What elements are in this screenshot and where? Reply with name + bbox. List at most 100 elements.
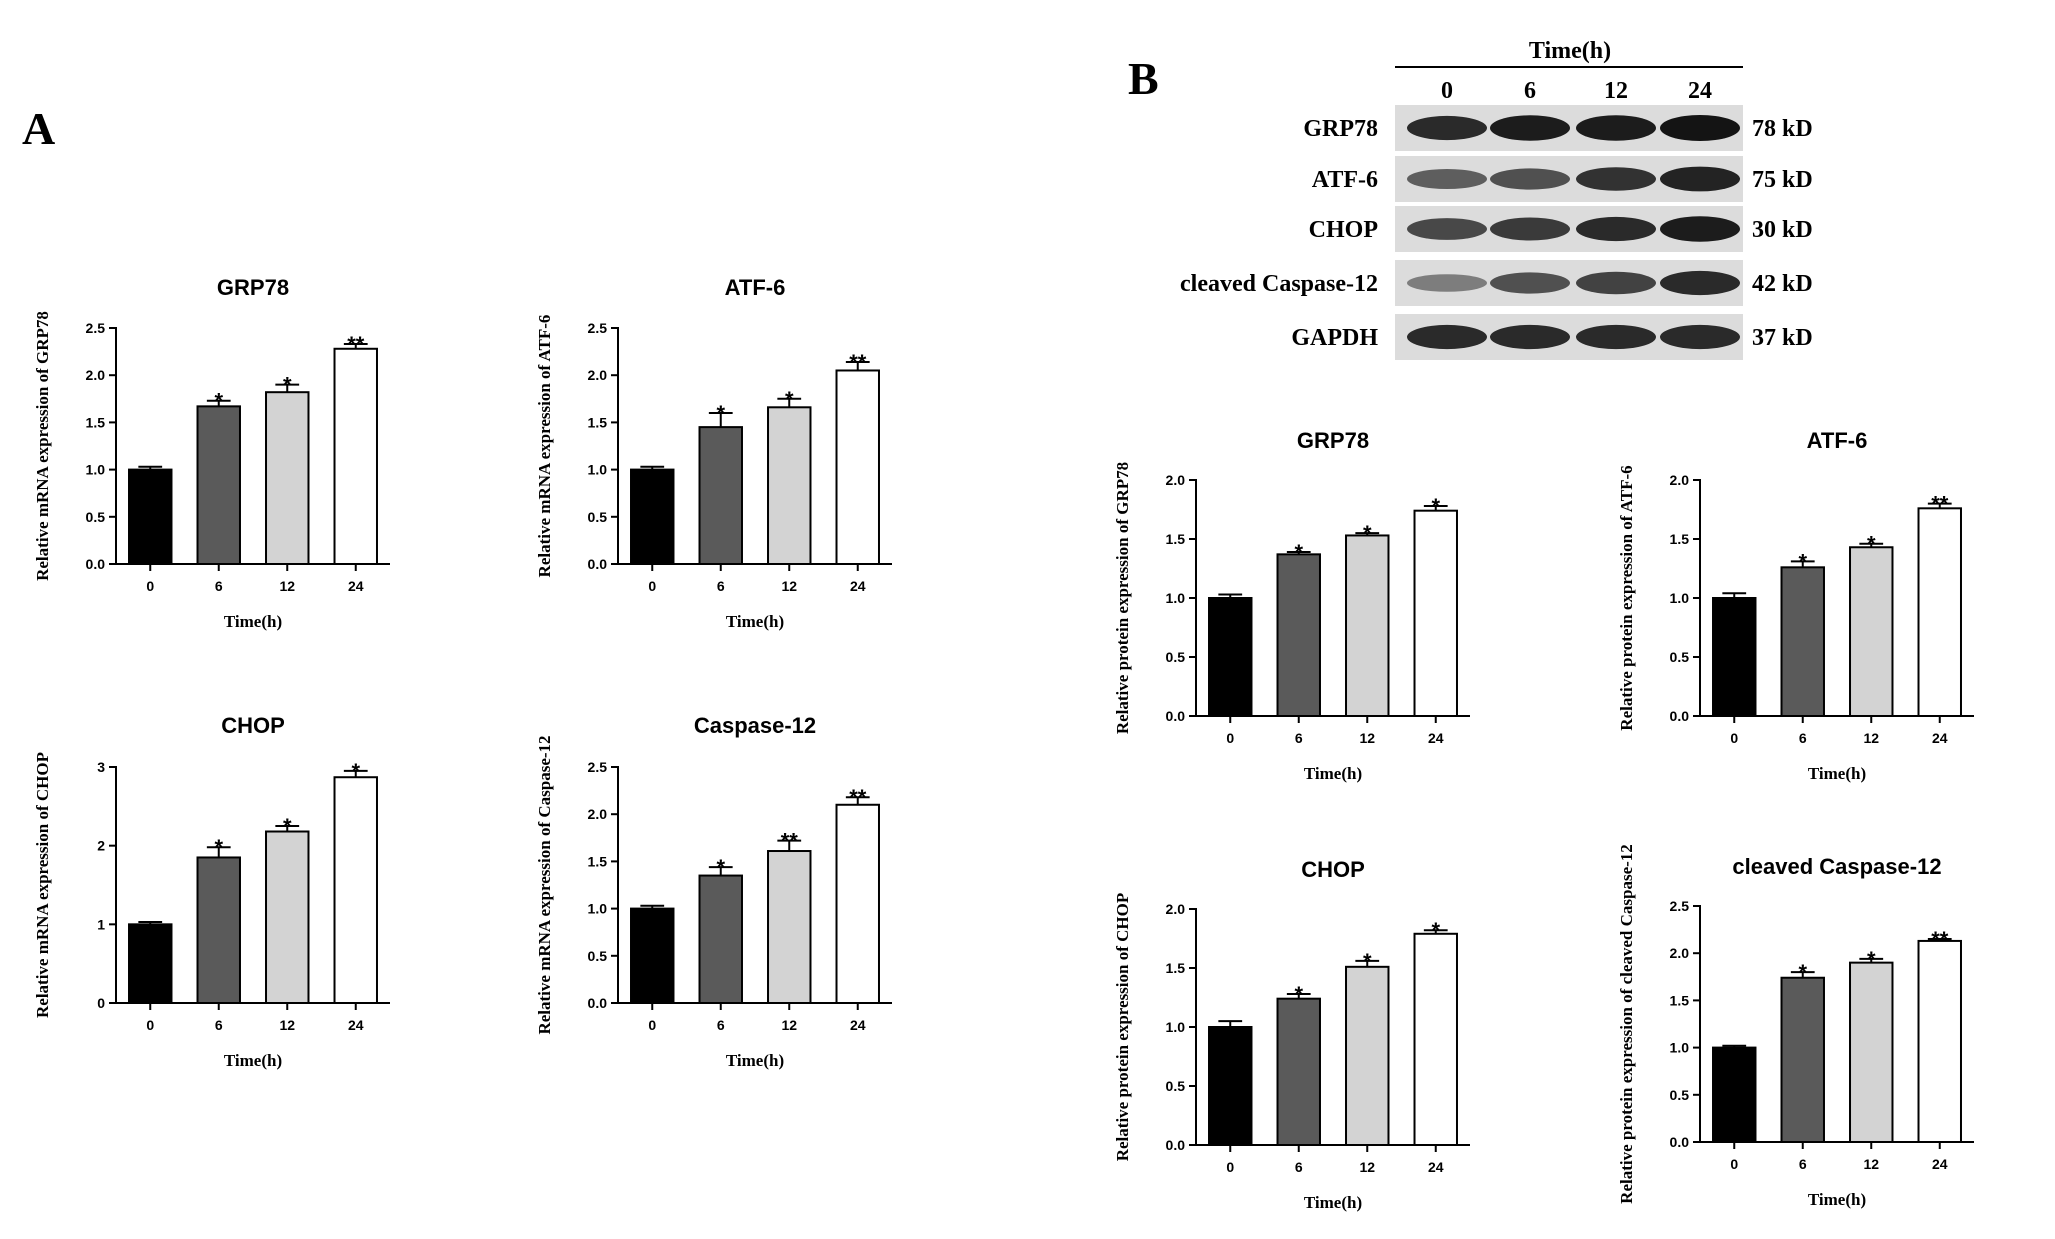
significance-mark: * (1363, 949, 1372, 974)
y-tick-label: 2.0 (86, 367, 106, 383)
blot-band (1407, 218, 1487, 240)
bar (1208, 1026, 1253, 1146)
y-tick-label: 2 (97, 838, 105, 854)
chart-title: CHOP (221, 713, 285, 738)
y-axis-label: Relative mRNA expression of CHOP (33, 752, 52, 1018)
blot-band (1660, 270, 1740, 296)
blot-band (1407, 169, 1487, 189)
y-axis-label: Relative mRNA expression of GRP78 (33, 311, 52, 581)
x-tick-label: 6 (717, 1017, 725, 1033)
x-tick-label: 6 (215, 578, 223, 594)
y-axis-label: Relative protein expression of GRP78 (1113, 462, 1132, 734)
blot-protein-label: ATF-6 (1312, 167, 1378, 193)
bar (835, 803, 880, 1005)
bar (630, 907, 675, 1004)
y-tick-label: 2.0 (588, 367, 608, 383)
y-tick-label: 0.0 (1670, 1134, 1690, 1150)
bar (1712, 1046, 1757, 1143)
bar (767, 850, 812, 1004)
y-tick-label: 1.0 (588, 901, 608, 917)
bar-chart: GRP78 0.0 0.5 1.0 1.5 2.0 2.5 0 * 6 * 12 ** 24 Time(h)… (33, 275, 390, 631)
bar (128, 923, 173, 1004)
blot-band (1576, 167, 1656, 191)
chart-title: CHOP (1301, 857, 1365, 882)
significance-mark: * (351, 759, 360, 784)
x-tick-label: 0 (648, 1017, 656, 1033)
bar (698, 426, 743, 565)
bar-chart: GRP78 0.0 0.5 1.0 1.5 2.0 0 * 6 * 12 * 24 Time(h) Rela… (1113, 428, 1470, 783)
x-tick-label: 24 (850, 1017, 866, 1033)
blot-protein-label: GRP78 (1303, 116, 1378, 142)
x-tick-label: 6 (1295, 1159, 1303, 1175)
bar (1917, 939, 1962, 1143)
significance-mark: * (283, 814, 292, 839)
x-tick-label: 0 (1730, 1156, 1738, 1172)
bar (1413, 932, 1458, 1147)
x-axis-label: Time(h) (224, 1051, 282, 1070)
y-tick-label: 1 (97, 916, 105, 932)
x-tick-label: 0 (648, 578, 656, 594)
x-axis-label: Time(h) (224, 612, 282, 631)
bar (835, 369, 880, 566)
y-tick-label: 0.0 (588, 995, 608, 1011)
bar (1849, 546, 1894, 718)
x-tick-label: 12 (781, 578, 797, 594)
x-axis-label: Time(h) (1304, 1193, 1362, 1212)
bar-chart: ATF-6 0.0 0.5 1.0 1.5 2.0 2.5 0 * 6 * 12 ** 24 Time(h)… (535, 275, 892, 631)
x-tick-label: 0 (1226, 1159, 1234, 1175)
y-tick-label: 1.0 (1166, 590, 1186, 606)
blot-size-label: 30 kD (1752, 217, 1813, 243)
y-tick-label: 2.0 (588, 806, 608, 822)
x-tick-label: 24 (1932, 1156, 1948, 1172)
y-tick-label: 0 (97, 995, 105, 1011)
bar (265, 830, 310, 1004)
y-tick-label: 1.5 (588, 853, 608, 869)
blot-lane-label: 24 (1688, 78, 1712, 104)
blot-band (1490, 217, 1570, 241)
x-tick-label: 24 (850, 578, 866, 594)
significance-mark: ** (849, 785, 867, 810)
x-tick-label: 24 (1428, 730, 1444, 746)
bar (196, 405, 241, 565)
bar-chart: ATF-6 0.0 0.5 1.0 1.5 2.0 0 * 6 * 12 ** 24 Time(h) Rel… (1617, 428, 1974, 783)
x-tick-label: 12 (1359, 1159, 1375, 1175)
significance-mark: * (785, 387, 794, 412)
blot-band (1660, 166, 1740, 192)
y-axis-label: Relative mRNA expression of Caspase-12 (535, 735, 554, 1034)
bar (196, 856, 241, 1005)
x-axis-label: Time(h) (1808, 1190, 1866, 1209)
y-tick-label: 2.5 (588, 759, 608, 775)
bar-chart: CHOP 0.0 0.5 1.0 1.5 2.0 0 * 6 * 12 * 24 Time(h) Relat… (1113, 857, 1470, 1212)
y-tick-label: 1.5 (86, 414, 106, 430)
x-tick-label: 24 (1428, 1159, 1444, 1175)
bar-chart: cleaved Caspase-12 0.0 0.5 1.0 1.5 2.0 2.5 0 * 6 *… (1617, 844, 1974, 1209)
blot-band (1576, 324, 1656, 350)
significance-mark: * (1867, 532, 1876, 557)
y-tick-label: 3 (97, 759, 105, 775)
x-tick-label: 12 (279, 1017, 295, 1033)
y-tick-label: 0.5 (1670, 649, 1690, 665)
x-tick-label: 24 (1932, 730, 1948, 746)
bar (1276, 997, 1321, 1146)
western-blot: Time(h) 0 6 12 24 GRP78 78 kD ATF-6 75 kD CHOP 30 … (1180, 38, 1813, 360)
blot-band (1576, 115, 1656, 141)
x-axis-label: Time(h) (1304, 764, 1362, 783)
panel-b-letter: B (1128, 53, 1159, 104)
y-tick-label: 1.0 (86, 462, 106, 478)
blot-band (1660, 216, 1740, 242)
bar (767, 406, 812, 565)
y-tick-label: 2.5 (588, 320, 608, 336)
y-axis-label: Relative mRNA expression of ATF-6 (535, 315, 554, 578)
blot-band (1490, 115, 1570, 141)
y-tick-label: 0.0 (86, 556, 106, 572)
y-tick-label: 0.5 (588, 509, 608, 525)
y-tick-label: 1.5 (588, 414, 608, 430)
x-tick-label: 6 (1295, 730, 1303, 746)
blot-size-label: 37 kD (1752, 325, 1813, 351)
significance-mark: * (1294, 982, 1303, 1007)
bar (128, 468, 173, 566)
blot-band (1660, 115, 1740, 141)
significance-mark: ** (781, 829, 799, 854)
x-tick-label: 12 (1863, 1156, 1879, 1172)
